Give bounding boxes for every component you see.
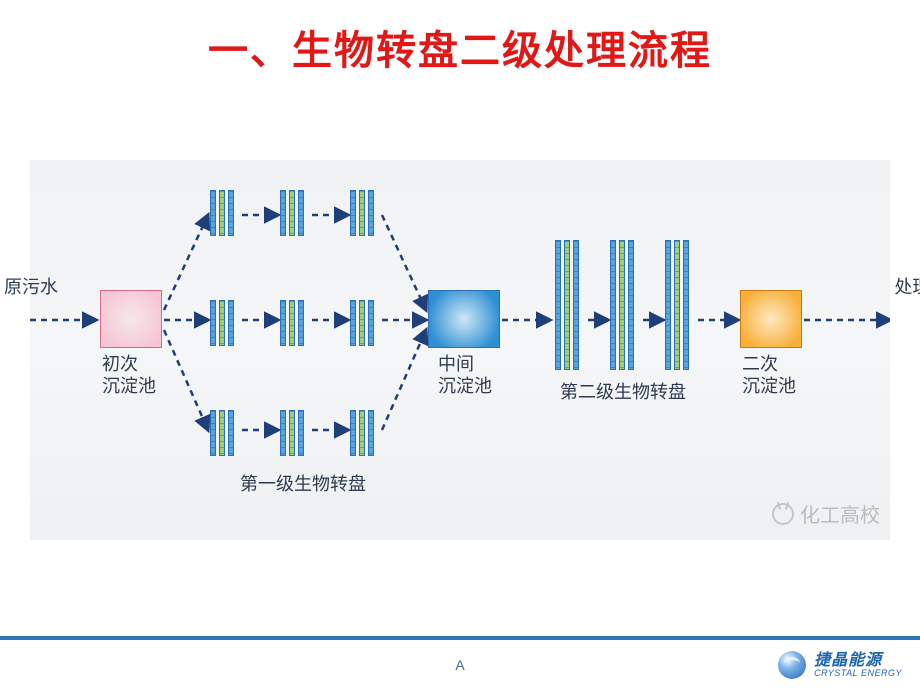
rbc-stage1-label: 第一级生物转盘	[240, 474, 366, 496]
rbc-unit	[665, 240, 689, 370]
logo-text-en: CRYSTAL ENERGY	[814, 669, 902, 678]
watermark: 化工高校	[772, 499, 880, 528]
rbc-unit	[210, 300, 234, 346]
logo-text-cn: 捷晶能源	[814, 653, 902, 669]
rbc-unit	[350, 300, 374, 346]
rbc-unit	[210, 190, 234, 236]
influent-label: 原污水	[4, 276, 26, 299]
rbc-unit	[210, 410, 234, 456]
rbc-stage2-label: 第二级生物转盘	[560, 382, 686, 404]
page-title: 一、生物转盘二级处理流程	[0, 0, 920, 76]
secondary-tank-label: 二次 沉淀池	[742, 354, 796, 397]
secondary-sedimentation-tank	[740, 290, 802, 353]
effluent-label: 处理水	[894, 276, 916, 299]
wechat-icon	[772, 503, 794, 525]
process-diagram: 原污水 初次 沉淀池 第一级生物转盘 中间 沉淀池 第二级生物转盘 二次 沉淀池…	[30, 160, 890, 540]
rbc-unit	[280, 300, 304, 346]
logo-icon	[778, 651, 806, 679]
rbc-unit	[350, 190, 374, 236]
mid-tank-label: 中间 沉淀池	[438, 354, 492, 397]
primary-tank-label: 初次 沉淀池	[102, 354, 156, 397]
rbc-unit	[610, 240, 634, 370]
intermediate-sedimentation-tank	[428, 290, 500, 353]
footer-center-marker: A	[455, 657, 464, 673]
primary-sedimentation-tank	[100, 290, 162, 353]
rbc-unit	[280, 410, 304, 456]
rbc-unit	[350, 410, 374, 456]
rbc-unit	[280, 190, 304, 236]
company-logo: 捷晶能源 CRYSTAL ENERGY	[778, 651, 902, 679]
rbc-unit	[555, 240, 579, 370]
footer-bar: A 捷晶能源 CRYSTAL ENERGY	[0, 636, 920, 690]
